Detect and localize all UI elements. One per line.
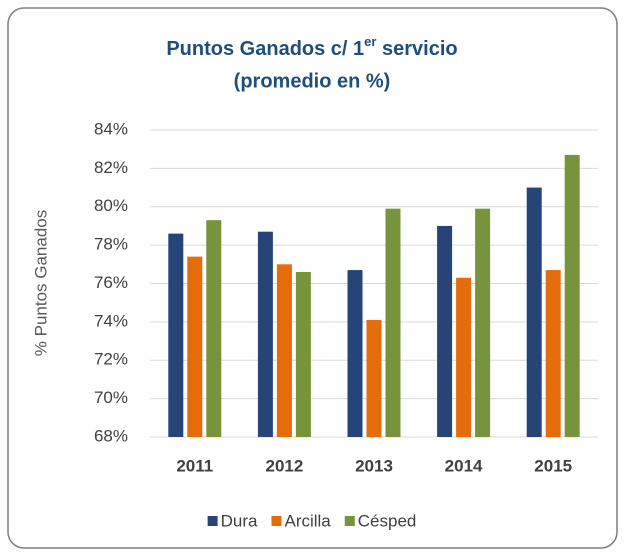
bar: [347, 270, 363, 437]
y-tick-label: 68%: [94, 426, 128, 445]
bar: [257, 231, 273, 437]
y-tick-label: 84%: [94, 119, 128, 138]
title-superscript: er: [364, 34, 376, 49]
x-tick-label: 2015: [534, 456, 572, 475]
x-tick-label: 2012: [265, 456, 303, 475]
bar: [564, 154, 580, 437]
legend-label: Césped: [358, 511, 417, 530]
legend-label: Dura: [221, 511, 258, 530]
y-tick-label: 70%: [94, 388, 128, 407]
bar: [545, 270, 561, 437]
y-tick-label: 78%: [94, 235, 128, 254]
title-text: Puntos Ganados c/ 1: [166, 38, 364, 60]
x-tick-label: 2014: [445, 456, 483, 475]
legend: Dura Arcilla Césped: [207, 511, 417, 530]
bar: [276, 264, 292, 437]
bar: [437, 225, 453, 437]
title-text: servicio: [376, 38, 457, 60]
bar: [295, 271, 311, 437]
bar: [385, 208, 401, 437]
bar: [456, 277, 472, 437]
x-tick-label: 2013: [355, 456, 393, 475]
legend-swatch: [271, 516, 282, 526]
y-tick-label: 82%: [94, 158, 128, 177]
y-tick-label: 74%: [94, 311, 128, 330]
bar: [526, 187, 542, 437]
chart-title: Puntos Ganados c/ 1er servicio: [166, 34, 457, 60]
legend-swatch: [344, 516, 355, 526]
bar: [366, 319, 382, 437]
y-axis-label: % Puntos Ganados: [31, 210, 50, 356]
legend-label: Arcilla: [284, 511, 331, 530]
bar: [206, 220, 222, 437]
x-tick-label: 2011: [176, 456, 213, 475]
bar: [187, 256, 203, 437]
bar: [168, 233, 184, 437]
chart-subtitle: (promedio en %): [234, 70, 391, 92]
bar: [475, 208, 491, 437]
y-tick-label: 80%: [94, 196, 128, 215]
legend-swatch: [207, 516, 218, 526]
y-tick-label: 76%: [94, 273, 128, 292]
y-tick-label: 72%: [94, 350, 128, 369]
